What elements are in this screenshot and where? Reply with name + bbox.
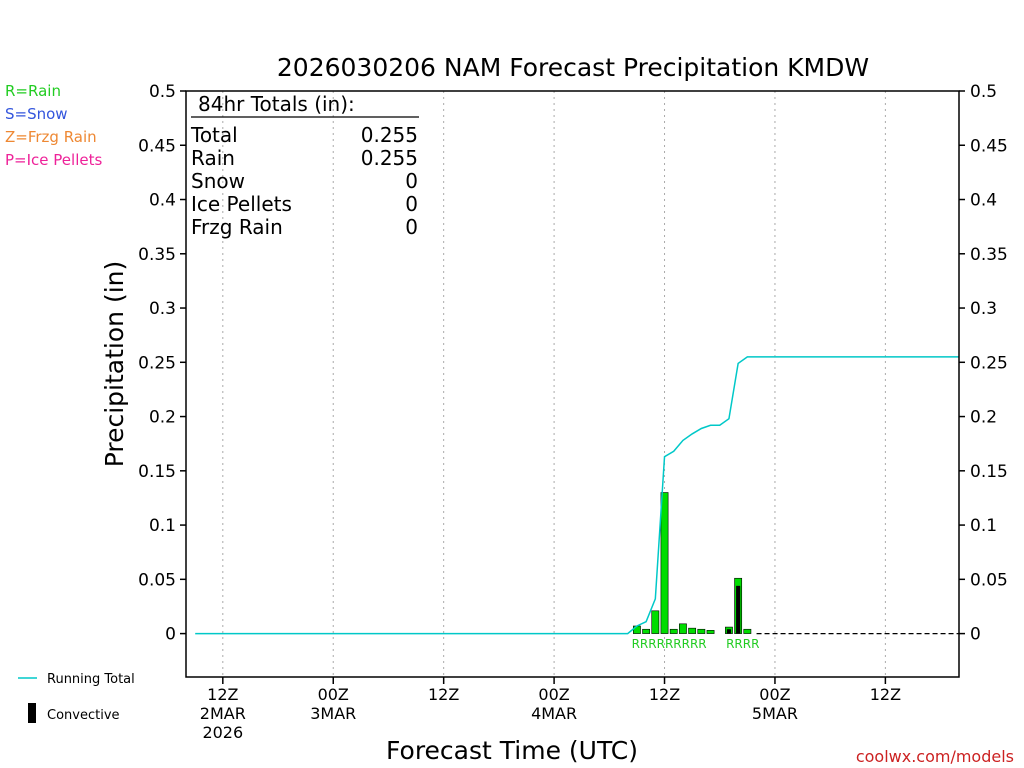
grid-lines <box>222 91 886 677</box>
convective-bars <box>726 585 741 634</box>
x-tick-label: 12Z <box>207 685 238 704</box>
y-tick-label-right: 0.1 <box>970 516 997 536</box>
y-axis-ticks: 0 00.05 0.050.1 0.10.15 0.150.2 0.20.25 0.250.… <box>138 82 1008 645</box>
y-tick-label-left: 0.3 <box>149 299 176 319</box>
x-tick-label: 12Z <box>428 685 459 704</box>
plot-frame <box>185 90 960 678</box>
y-tick-label-left: 0.15 <box>138 462 176 482</box>
x-tick-label: 5MAR <box>752 704 798 723</box>
x-tick-label: 12Z <box>870 685 901 704</box>
x-tick-label: 00Z <box>538 685 569 704</box>
totals-row-label: Ice Pellets <box>191 192 292 216</box>
precip-bar <box>688 627 697 634</box>
x-tick-label: 12Z <box>649 685 680 704</box>
totals-row-value: 0 <box>405 169 418 193</box>
totals-row-label: Frzg Rain <box>191 215 283 239</box>
totals-row-value: 0.255 <box>361 123 418 147</box>
precip-bar <box>743 628 752 634</box>
bottom-legend-label: Convective <box>47 708 120 723</box>
convective-bar <box>736 585 741 634</box>
precip-bar <box>642 628 651 634</box>
x-tick-label: 4MAR <box>531 704 577 723</box>
precip-bar <box>706 630 715 634</box>
ptype-marker: RRRR <box>726 637 759 651</box>
y-tick-label-left: 0 <box>165 625 176 645</box>
x-tick-label: 2026 <box>202 723 243 742</box>
y-tick-label-left: 0.05 <box>138 570 176 590</box>
precip-bar <box>660 492 669 634</box>
totals-row-value: 0 <box>405 215 418 239</box>
precip-bar <box>679 623 687 634</box>
y-tick-label-right: 0.4 <box>970 191 997 211</box>
y-tick-label-right: 0.35 <box>970 245 1008 265</box>
totals-row-value: 0 <box>405 192 418 216</box>
y-tick-label-left: 0.35 <box>138 245 176 265</box>
x-tick-label: 3MAR <box>310 704 356 723</box>
convective-swatch <box>28 703 36 723</box>
y-tick-label-right: 0.15 <box>970 462 1008 482</box>
y-axis-label: Precipitation (in) <box>100 261 129 468</box>
totals-row-value: 0.255 <box>361 146 418 170</box>
totals-row-label: Rain <box>191 146 235 170</box>
x-axis-label: Forecast Time (UTC) <box>386 736 638 765</box>
type-legend-item: P=Ice Pellets <box>5 151 102 169</box>
y-tick-label-right: 0.45 <box>970 136 1008 156</box>
precip-bar <box>669 628 678 634</box>
totals-row-label: Snow <box>191 169 245 193</box>
totals-box: 84hr Totals (in): Total 0.255 Rain 0.255 Snow… <box>190 92 419 239</box>
y-tick-label-left: 0.5 <box>149 82 176 102</box>
x-tick-label: 00Z <box>318 685 349 704</box>
y-tick-label-right: 0.5 <box>970 82 997 102</box>
precip-type-legend: R=Rain S=Snow Z=Frzg Rain P=Ice Pellets <box>5 82 102 169</box>
y-tick-label-right: 0.3 <box>970 299 997 319</box>
running-total-line <box>195 356 959 635</box>
convective-bar <box>726 629 732 634</box>
y-tick-label-right: 0.25 <box>970 353 1008 373</box>
totals-row-label: Total <box>190 123 238 147</box>
precip-bar <box>697 628 706 634</box>
y-tick-label-right: 0.05 <box>970 570 1008 590</box>
type-legend-item: R=Rain <box>5 82 61 100</box>
x-tick-label: 2MAR <box>200 704 246 723</box>
precip-bar <box>651 610 660 634</box>
totals-header: 84hr Totals (in): <box>198 92 355 116</box>
ptype-markers: RRRRRRRRR RRRR <box>632 637 760 651</box>
y-tick-label-left: 0.4 <box>149 191 176 211</box>
ptype-marker: RRRRRRRRR <box>632 637 707 651</box>
type-legend-item: Z=Frzg Rain <box>5 128 97 146</box>
y-tick-label-left: 0.1 <box>149 516 176 536</box>
y-tick-label-left: 0.25 <box>138 353 176 373</box>
bottom-legend: Running Total Convective <box>18 672 135 723</box>
y-tick-label-right: 0 <box>970 625 981 645</box>
y-tick-label-left: 0.45 <box>138 136 176 156</box>
type-legend-item: S=Snow <box>5 105 68 123</box>
x-tick-label: 00Z <box>759 685 790 704</box>
y-tick-label-left: 0.2 <box>149 408 176 428</box>
precip-bars <box>633 492 752 634</box>
credit-text: coolwx.com/models <box>856 747 1014 766</box>
y-tick-label-right: 0.2 <box>970 408 997 428</box>
bottom-legend-label: Running Total <box>47 672 135 687</box>
chart-title: 2026030206 NAM Forecast Precipitation KM… <box>277 53 869 82</box>
